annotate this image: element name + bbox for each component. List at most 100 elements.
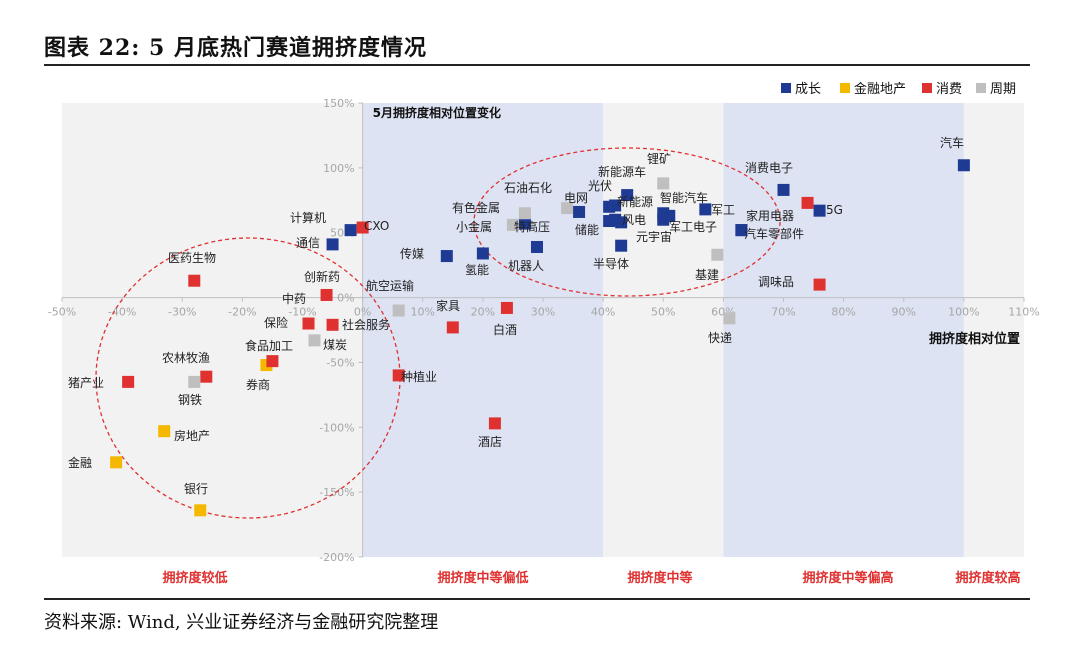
zone-label-4: 拥挤度较高 (955, 570, 1020, 586)
point-储能 (615, 216, 628, 229)
point-label-银行: 银行 (184, 482, 208, 496)
point-label-5G: 5G (826, 203, 843, 217)
point-锂矿 (621, 189, 634, 202)
point-label-航空运输: 航空运输 (366, 278, 414, 293)
point-label-食品加工: 食品加工 (245, 338, 293, 353)
point-label-消费电子: 消费电子 (745, 161, 793, 175)
zone-bg-4 (963, 103, 1024, 557)
x-tick-label: -40% (108, 306, 136, 319)
point-label-快递: 快递 (708, 331, 732, 345)
point-label-金融: 金融 (68, 455, 92, 470)
point-label-种植业: 种植业 (401, 369, 437, 384)
point-label-电网: 电网 (564, 191, 588, 205)
point-label-氢能: 氢能 (465, 262, 489, 277)
x-axis-title: 拥挤度相对位置 (929, 331, 1020, 347)
x-tick-label: 40% (591, 306, 615, 319)
point-快递 (723, 312, 736, 325)
point-医药生物 (188, 274, 201, 287)
point-氢能 (476, 247, 489, 260)
x-tick-label: 30% (531, 306, 555, 319)
zone-bg-3 (723, 103, 964, 557)
x-tick-label: 110% (1008, 306, 1039, 319)
legend-label-1: 金融地产 (854, 81, 906, 97)
point-农林牧渔 (200, 370, 213, 383)
point-label-军工: 军工 (711, 203, 735, 217)
point-label-光伏: 光伏 (588, 179, 612, 193)
point-label-调味品: 调味品 (758, 275, 794, 289)
point-煤炭 (308, 334, 321, 347)
point-label-通信: 通信 (296, 236, 320, 250)
x-tick-label: -30% (168, 306, 196, 319)
point-label-新能源车: 新能源车 (598, 164, 646, 179)
point-label-特高压: 特高压 (514, 219, 550, 234)
point-房地产 (158, 425, 171, 438)
point-label-农林牧渔: 农林牧渔 (162, 351, 210, 365)
point-label-石油石化: 石油石化 (504, 181, 552, 195)
legend-swatch-0 (781, 83, 791, 93)
point-label-创新药: 创新药 (304, 269, 340, 284)
x-tick-label: 20% (471, 306, 495, 319)
point-猪产业 (122, 375, 135, 388)
point-半导体 (615, 239, 628, 252)
mid-cluster-ellipse (473, 147, 781, 297)
point-种植业 (392, 369, 405, 382)
axes: -50% -40% -30% -20% -10% 0% 10% 20% 30% 40% 50% 60%… (48, 97, 1040, 564)
point-小金属 (506, 218, 519, 231)
point-食品加工 (266, 355, 279, 368)
point-label-机器人: 机器人 (508, 259, 544, 273)
point-通信 (326, 238, 339, 251)
zone-bg-1 (362, 103, 604, 557)
point-元宇宙 (657, 213, 670, 226)
point-传媒 (440, 250, 453, 263)
point-label-家用电器: 家用电器 (746, 208, 794, 223)
point-创新药 (320, 288, 333, 301)
x-tick-label: 70% (771, 306, 795, 319)
point-风电 (603, 215, 616, 228)
point-CXO (356, 221, 369, 234)
point-label-社会服务: 社会服务 (342, 317, 390, 332)
point-label-元宇宙: 元宇宙 (636, 229, 672, 244)
point-label-储能: 储能 (575, 222, 599, 237)
legend-swatch-3 (976, 83, 986, 93)
point-5G红 (801, 196, 814, 209)
point-label-房地产: 房地产 (174, 428, 210, 443)
zone-bg-0 (62, 103, 363, 557)
y-tick-label: 100% (323, 162, 354, 175)
point-调味品 (813, 278, 826, 291)
point-家具 (500, 301, 513, 314)
point-label-基建: 基建 (695, 268, 719, 282)
point-label-白酒: 白酒 (493, 322, 517, 337)
point-label-汽车: 汽车 (940, 135, 964, 150)
point-label-半导体: 半导体 (593, 257, 629, 271)
point-酒店 (488, 417, 501, 430)
x-tick-label: 10% (411, 306, 435, 319)
point-label-保险: 保险 (264, 315, 288, 330)
point-label-钢铁: 钢铁 (178, 393, 202, 407)
point-label-传媒: 传媒 (400, 246, 424, 261)
x-tick-label: -50% (48, 306, 76, 319)
point-label-医药生物: 医药生物 (168, 251, 216, 265)
legend-swatch-2 (922, 83, 932, 93)
inset-title: 5月拥挤度相对位置变化 (373, 105, 501, 120)
point-label-酒店: 酒店 (478, 435, 502, 449)
point-label-猪产业: 猪产业 (68, 376, 104, 390)
point-label-锂矿: 锂矿 (647, 151, 671, 166)
legend-label-3: 周期 (990, 82, 1016, 97)
point-label-风电: 风电 (622, 213, 646, 227)
point-有色金属 (518, 207, 531, 220)
point-新能源 (609, 199, 622, 212)
point-社会服务 (326, 318, 339, 331)
legend-label-2: 消费 (936, 82, 962, 97)
x-tick-label: -20% (228, 306, 256, 319)
point-汽车零部件 (735, 224, 748, 237)
source-note: 资料来源: Wind, 兴业证券经济与金融研究院整理 (44, 612, 439, 633)
legend: 成长 金融地产 消费 周期 (781, 81, 1016, 97)
point-基建 (711, 248, 724, 261)
legend-label-0: 成长 (795, 82, 821, 97)
zone-label-1: 拥挤度中等偏低 (437, 570, 528, 586)
y-tick-label: 0% (337, 292, 354, 305)
zone-backgrounds: 拥挤度较低 拥挤度中等偏低 拥挤度中等 拥挤度中等偏高 拥挤度较高 (62, 103, 1024, 586)
zone-label-0: 拥挤度较低 (162, 570, 227, 586)
x-tick-label: 0% (354, 306, 371, 319)
